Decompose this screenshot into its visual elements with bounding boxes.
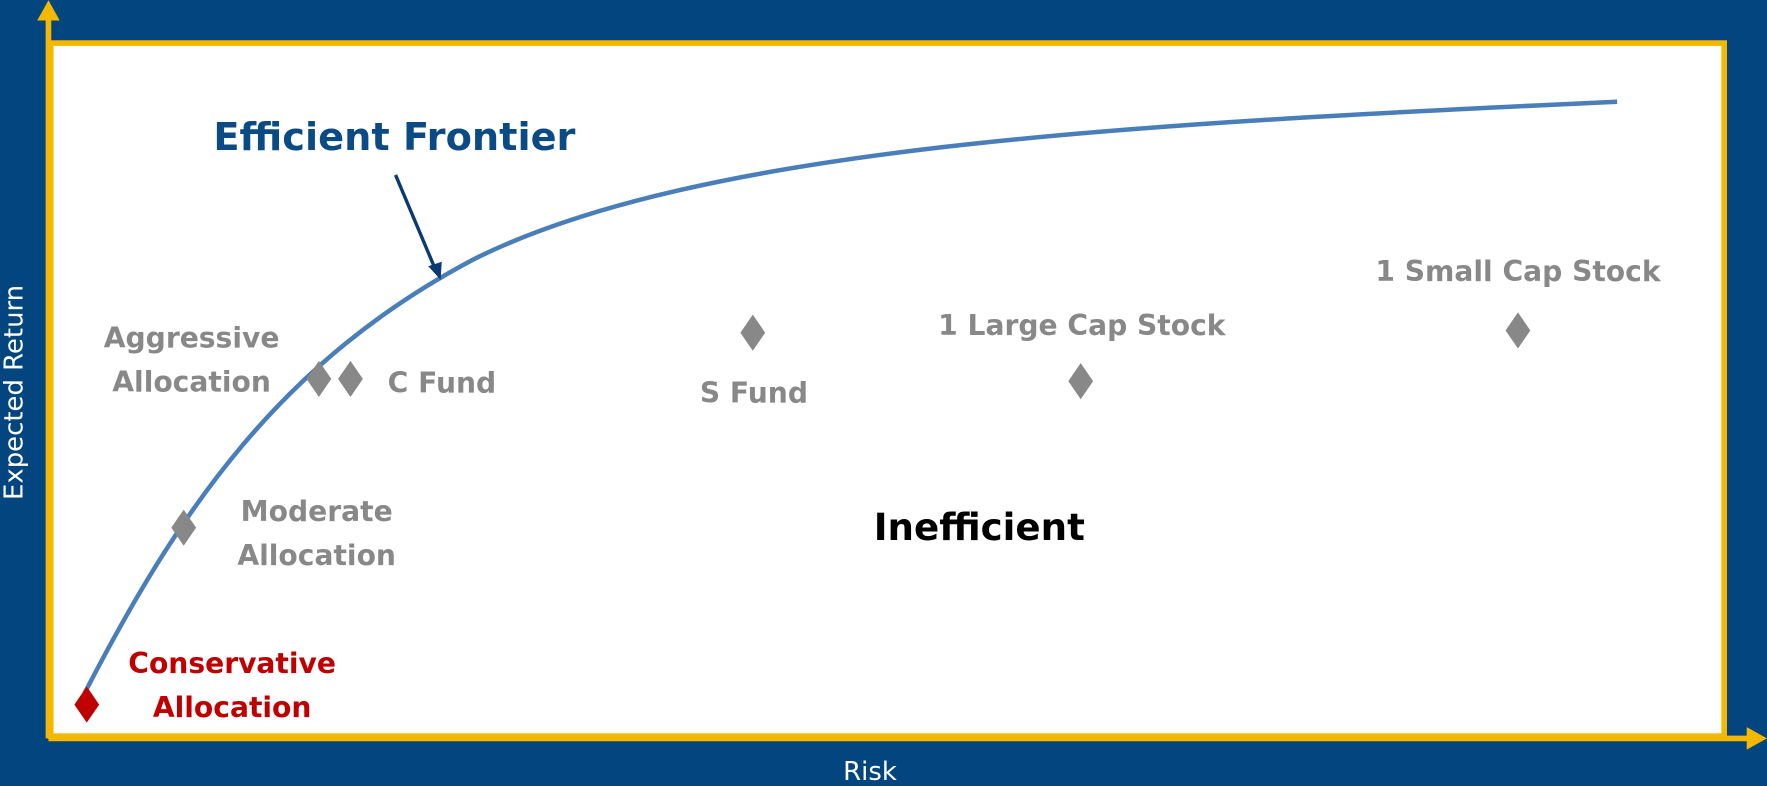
point-label: Aggressive xyxy=(104,321,280,354)
pointer-line xyxy=(393,174,437,270)
curve-label: Efficient Frontier xyxy=(213,115,575,160)
point-label: Allocation xyxy=(237,539,396,572)
point-label: S Fund xyxy=(700,377,808,410)
point-label: Allocation xyxy=(112,365,271,398)
frontier-curve xyxy=(82,99,1618,695)
x-axis-arrow xyxy=(1746,727,1767,750)
point-label: Moderate xyxy=(241,495,393,528)
point-label: Conservative xyxy=(128,647,336,680)
x-axis-label: Risk xyxy=(843,757,897,786)
point-label: Allocation xyxy=(153,691,312,724)
point-label: C Fund xyxy=(388,366,497,399)
point-label: 1 Small Cap Stock xyxy=(1375,255,1662,288)
plot-area xyxy=(47,40,1727,739)
region-label: Inefficient xyxy=(874,505,1085,549)
diamond xyxy=(74,686,100,723)
y-axis-arrow xyxy=(37,0,60,21)
point-label: 1 Large Cap Stock xyxy=(938,309,1227,342)
pointer-head xyxy=(428,261,442,280)
y-axis-label: Expected Return xyxy=(0,285,30,500)
